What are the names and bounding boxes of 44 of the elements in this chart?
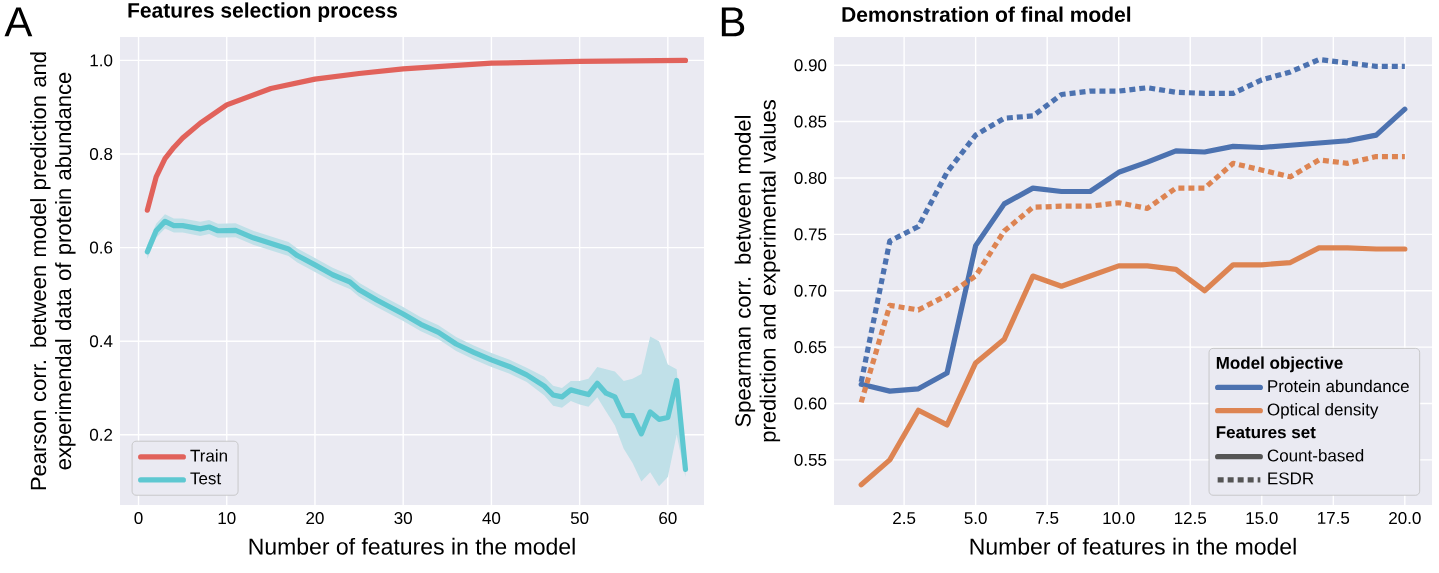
annotation: Count-based xyxy=(1267,449,1364,462)
y-tick-label: 0.2 xyxy=(89,428,113,441)
x-tick-label: 17.5 xyxy=(1318,512,1350,524)
text: B xyxy=(721,7,745,37)
y-tick-label: 0.75 xyxy=(794,228,827,241)
x-tick-label: 30 xyxy=(394,512,412,525)
x-tick-label: 5.0 xyxy=(964,512,987,525)
x-tick-label: 2.5 xyxy=(893,512,916,525)
y-tick-label: 0.80 xyxy=(794,171,827,184)
x-tick-label: 10 xyxy=(218,512,236,525)
x-tick-label: 0 xyxy=(134,512,143,525)
legend-label: Test xyxy=(190,472,222,485)
y-tick-label: 0.4 xyxy=(89,335,113,348)
text: A xyxy=(4,7,33,37)
x-tick-label: 10.0 xyxy=(1103,512,1135,525)
legend-label: Optical density xyxy=(1267,403,1379,419)
annotation: Features set xyxy=(1216,426,1316,439)
legend-label: Protein abundance xyxy=(1268,379,1409,393)
x-tick-label: 20 xyxy=(306,512,324,525)
annotation: ESDR xyxy=(1268,472,1314,485)
legend-title: Model objective xyxy=(1216,356,1343,373)
chart-title: Features selection process xyxy=(128,2,397,22)
x-tick-label: 20.0 xyxy=(1389,512,1421,525)
y-axis-title: Spearman corr. between model prediction and experimental values xyxy=(734,100,781,442)
y-tick-label: 0.8 xyxy=(89,147,113,161)
y-tick-label: 0.90 xyxy=(794,59,827,72)
y-tick-label: 0.70 xyxy=(794,284,827,297)
y-tick-label: 1.0 xyxy=(90,54,113,67)
y-tick-label: 0.85 xyxy=(794,115,827,128)
y-axis-title: Pearson corr. between model prediction and experimendal data of protein abundance xyxy=(30,52,76,490)
y-tick-label: 0.55 xyxy=(794,453,827,466)
y-tick-label: 0.65 xyxy=(794,341,827,354)
x-tick-label: 7.5 xyxy=(1036,512,1059,524)
legend-label: Train xyxy=(190,449,227,462)
y-tick-label: 0.6 xyxy=(89,241,113,254)
x-tick-label: 40 xyxy=(482,512,501,525)
x-tick-label: 60 xyxy=(659,512,677,525)
x-tick-label: 50 xyxy=(570,512,589,525)
x-tick-label: 12.5 xyxy=(1174,512,1207,525)
y-tick-label: 0.60 xyxy=(794,397,827,410)
x-tick-label: 15.0 xyxy=(1246,512,1278,525)
x-axis-title: Number of features in the model xyxy=(970,537,1296,555)
x-axis-title: Number of features in the model xyxy=(249,537,575,555)
chart-title: Demonstration of final model xyxy=(842,6,1131,22)
